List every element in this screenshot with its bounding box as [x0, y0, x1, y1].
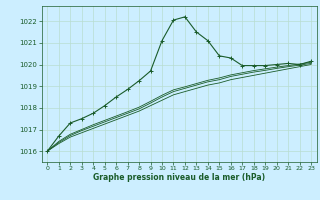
X-axis label: Graphe pression niveau de la mer (hPa): Graphe pression niveau de la mer (hPa): [93, 173, 265, 182]
